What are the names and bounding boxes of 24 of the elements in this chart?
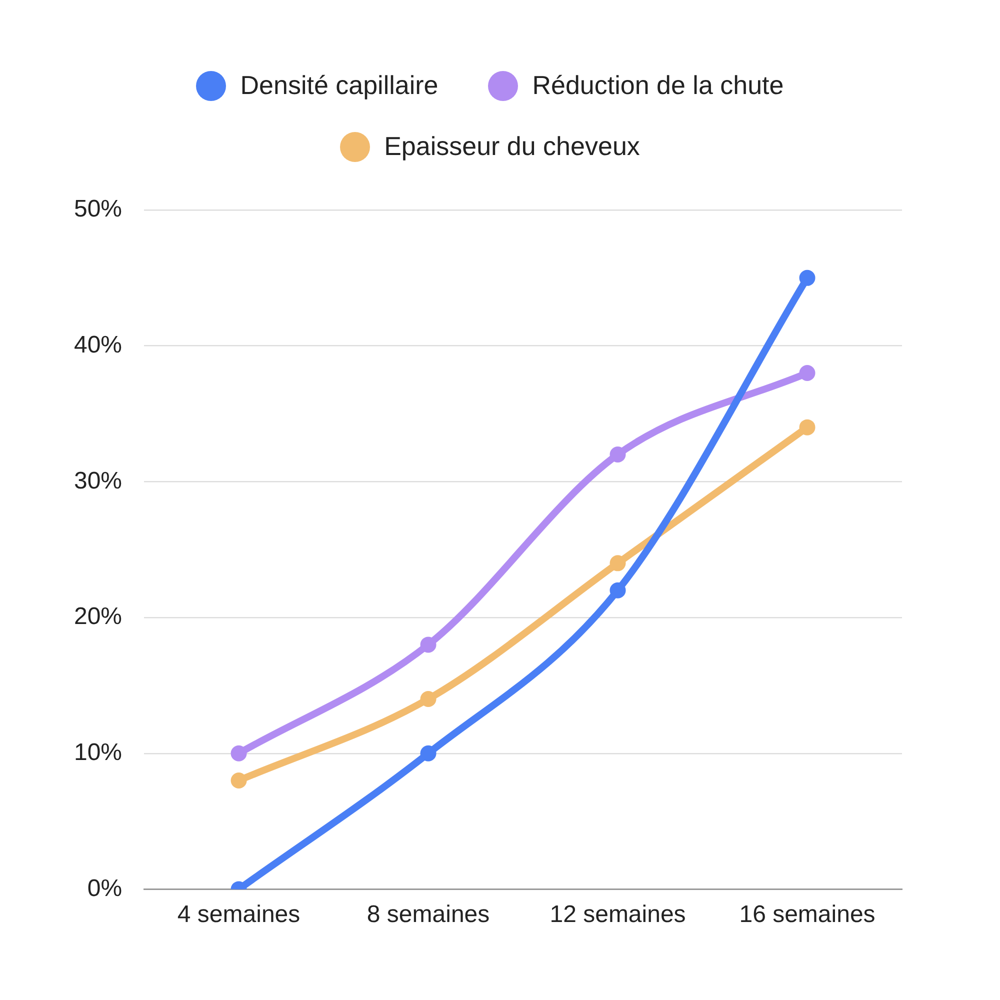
x-tick-label: 4 semaines bbox=[177, 901, 300, 928]
y-tick-label: 0% bbox=[87, 874, 122, 902]
y-tick-label: 40% bbox=[74, 331, 122, 358]
y-tick-label: 10% bbox=[74, 738, 122, 766]
point bbox=[799, 419, 816, 436]
point bbox=[420, 636, 436, 653]
point bbox=[420, 745, 436, 762]
point bbox=[420, 691, 436, 708]
y-tick-label: 20% bbox=[74, 603, 122, 630]
y-tick-label: 50% bbox=[74, 196, 122, 223]
x-tick-label: 16 semaines bbox=[739, 901, 876, 928]
y-tick-label: 30% bbox=[74, 467, 122, 494]
x-tick-label: 8 semaines bbox=[366, 901, 490, 928]
point bbox=[610, 446, 626, 463]
legend-label: Epaisseur du cheveux bbox=[384, 131, 640, 162]
point bbox=[610, 555, 626, 572]
point bbox=[230, 745, 247, 762]
point bbox=[230, 772, 247, 789]
point bbox=[799, 365, 816, 382]
x-tick-label: 12 semaines bbox=[550, 901, 686, 928]
point bbox=[799, 270, 816, 286]
legend-label: Densité capillaire bbox=[240, 70, 438, 101]
legend-label: Réduction de la chute bbox=[532, 70, 784, 101]
point bbox=[610, 582, 626, 598]
